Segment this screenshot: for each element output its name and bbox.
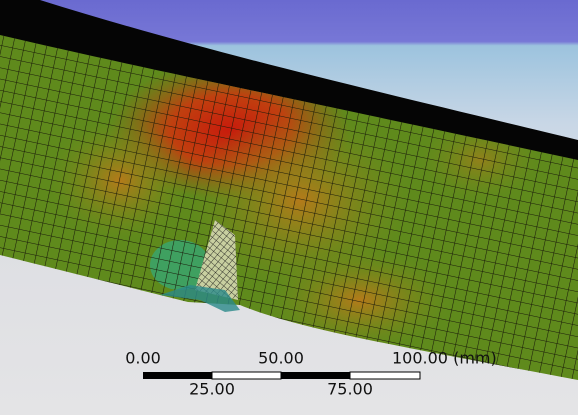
scale-segment	[211, 371, 282, 380]
scale-segment	[349, 371, 421, 380]
scale-label: 75.00	[327, 380, 373, 399]
contact-zone	[160, 285, 240, 312]
scale-label: 50.00	[258, 349, 304, 368]
scale-label: 25.00	[189, 380, 235, 399]
scale-segment	[143, 372, 212, 379]
scale-label: 100.00 (mm)	[392, 349, 497, 368]
rigid-body	[0, 0, 578, 170]
scale-segment	[281, 372, 350, 379]
scale-bar: 0.00 50.00 100.00 (mm) 25.00 75.00	[125, 349, 497, 399]
scale-label: 0.00	[125, 349, 161, 368]
